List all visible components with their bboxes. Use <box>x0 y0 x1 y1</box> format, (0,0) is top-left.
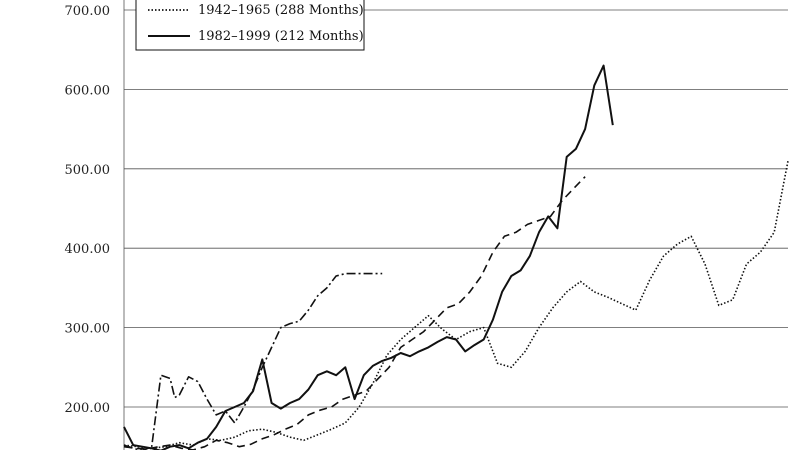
legend: 1942–1965 (288 Months) 1982–1999 (212 Mo… <box>135 0 365 51</box>
series-line-solid <box>123 64 614 450</box>
legend-box <box>135 0 365 51</box>
y-tick-label: 400.00 <box>65 242 111 257</box>
series-line-dotted <box>123 160 789 450</box>
y-tick-label: 700.00 <box>65 4 111 19</box>
legend-label-1942-1965: 1942–1965 (288 Months) <box>198 3 364 18</box>
series-layer <box>123 64 789 450</box>
series-line-dashed <box>123 176 586 450</box>
y-tick-label: 200.00 <box>65 401 111 416</box>
y-axis-ticks: 200.00 300.00 400.00 500.00 600.00 700.00 <box>65 4 111 416</box>
grid-layer <box>123 0 788 450</box>
y-tick-label: 500.00 <box>65 163 111 178</box>
y-tick-label: 600.00 <box>65 83 111 98</box>
y-tick-label: 300.00 <box>65 322 111 337</box>
legend-label-1982-1999: 1982–1999 (212 Months) <box>198 29 364 44</box>
